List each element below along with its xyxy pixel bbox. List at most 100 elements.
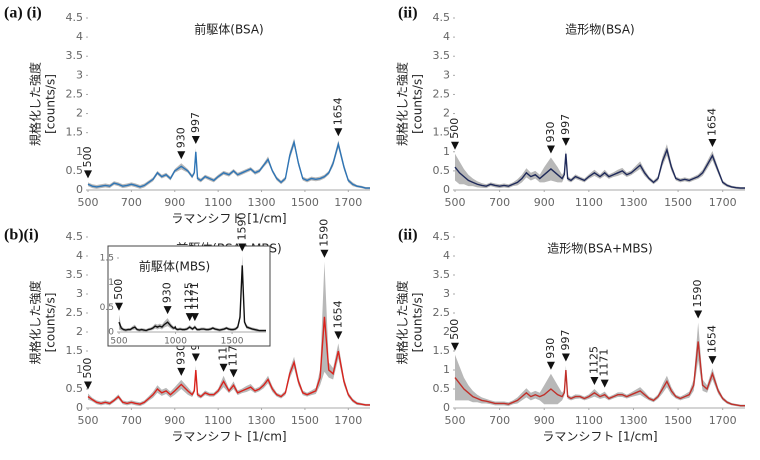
chart-title: 前駆体(MBS) [139, 259, 210, 274]
peak-label: 1590 [235, 213, 248, 241]
y-tick-label: 3.5 [433, 268, 451, 281]
x-tick-label: 900 [534, 414, 555, 427]
spectrum-line [454, 147, 745, 189]
peak-label: 1654 [331, 97, 344, 125]
chart-title: 造形物(BSA) [565, 23, 634, 37]
x-tick-label: 1300 [248, 414, 276, 427]
y-tick-label: 4 [76, 30, 83, 43]
y-tick-label: 1 [76, 145, 83, 158]
x-tick-label: 1100 [204, 414, 232, 427]
x-tick-label: 1500 [664, 414, 692, 427]
y-axis-title: 規格化した強度 [28, 62, 43, 146]
peak-label: 1654 [705, 325, 718, 353]
x-tick-label: 500 [445, 196, 466, 209]
peak-marker [229, 369, 238, 378]
x-tick-label: 1000 [164, 337, 187, 347]
peak-label: 500 [81, 146, 94, 167]
y-tick-label: 0 [76, 401, 83, 414]
y-tick-label: 0.5 [100, 303, 114, 313]
x-tick-label: 500 [445, 414, 466, 427]
chart-title: 前駆体(BSA) [194, 22, 263, 37]
peak-label: 997 [559, 329, 572, 350]
y-tick-label: 3 [76, 287, 83, 300]
peak-label: 930 [161, 282, 174, 303]
panel-label: (b)(i) [4, 227, 39, 244]
peak-marker [115, 302, 123, 311]
peak-label: 997 [189, 112, 202, 133]
peak-label: 930 [544, 338, 557, 359]
peak-label: 997 [559, 114, 572, 135]
panel-label: (ii) [398, 5, 418, 22]
peak-marker [177, 367, 186, 376]
y-tick-label: 1.5 [100, 254, 114, 264]
peak-marker [451, 342, 459, 351]
x-tick-label: 700 [121, 196, 142, 209]
y-tick-label: 4.5 [66, 230, 84, 243]
x-tick-label: 1500 [221, 337, 244, 347]
y-tick-label: 4 [76, 249, 83, 262]
x-tick-label: 1700 [334, 414, 362, 427]
x-tick-label: 1100 [575, 414, 603, 427]
y-tick-label: 1.5 [433, 344, 451, 357]
panel-label: (a) (i) [4, 5, 42, 22]
x-tick-label: 1500 [291, 414, 319, 427]
peak-label: 500 [81, 358, 94, 379]
x-tick-label: 1500 [291, 196, 319, 209]
peak-marker [334, 128, 343, 137]
peak-label: 1654 [331, 300, 344, 328]
x-tick-label: 500 [78, 414, 99, 427]
chart-panel: 0 0.5 1 1.5 2 2.5 3 3.5 4 4.5 500 700 900 1100 1300 150… [395, 5, 745, 209]
peak-marker [546, 361, 555, 370]
x-tick-label: 500 [78, 196, 99, 209]
peak-label: 930 [174, 344, 187, 365]
peak-marker [219, 363, 228, 372]
spectrum-line [454, 341, 745, 407]
x-tick-label: 1700 [709, 196, 737, 209]
spectrum-line [87, 139, 370, 189]
peak-label: 1654 [705, 108, 718, 136]
peak-marker [191, 135, 200, 144]
y-tick-label: 0 [108, 328, 114, 338]
y-tick-label: 0.5 [66, 164, 84, 177]
peak-marker [177, 151, 186, 160]
peak-label: 1590 [317, 219, 330, 247]
x-tick-label: 1300 [619, 414, 647, 427]
y-tick-label: 0 [76, 183, 83, 196]
y-tick-label: 4.5 [66, 11, 84, 24]
y-tick-label: 0 [443, 401, 450, 414]
y-tick-label: 2.5 [433, 87, 451, 100]
peak-marker [320, 249, 329, 258]
y-tick-label: 2.5 [66, 87, 84, 100]
y-tick-label: 4 [443, 249, 450, 262]
spectrum-line [118, 265, 266, 332]
y-tick-label: 3 [76, 68, 83, 81]
error-band [455, 322, 745, 407]
peak-label: 1125 [587, 346, 600, 374]
peak-marker [190, 313, 199, 322]
y-tick-label: 2 [76, 107, 83, 120]
peak-marker [590, 377, 599, 385]
peak-label: 930 [174, 127, 187, 148]
y-tick-label: 3.5 [66, 49, 84, 62]
peak-label: 1171 [598, 349, 611, 377]
chart-title: 造形物(BSA+MBS) [547, 242, 652, 256]
y-tick-label: 2 [76, 325, 83, 338]
error-band [455, 144, 745, 190]
y-tick-label: 0.5 [433, 382, 451, 395]
chart-panel: 0 0.5 1 1.5 2 2.5 3 3.5 4 4.5 500 700 900 1100 1300 150… [395, 227, 745, 444]
x-tick-label: 1100 [575, 196, 603, 209]
peak-marker [334, 331, 343, 340]
peak-marker [546, 145, 555, 154]
y-tick-label: 2.5 [433, 306, 451, 319]
y-tick-label: 1 [443, 363, 450, 376]
y-tick-label: 0.5 [433, 164, 451, 177]
y-tick-label: 1 [443, 145, 450, 158]
peak-marker [708, 139, 717, 148]
x-tick-label: 1300 [619, 196, 647, 209]
y-tick-label: 4.5 [433, 11, 451, 24]
x-tick-label: 700 [489, 196, 510, 209]
peak-label: 1125 [183, 282, 196, 310]
y-axis-unit: [counts/s] [411, 293, 425, 353]
